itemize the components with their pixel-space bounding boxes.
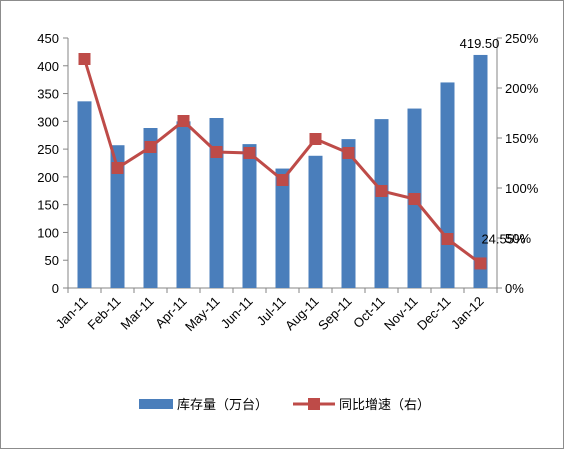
line-point xyxy=(309,133,322,145)
x-tick-label: Jun-11 xyxy=(218,294,256,332)
legend-marker-line xyxy=(308,398,320,410)
line-point xyxy=(408,193,421,205)
line-point xyxy=(111,162,124,174)
y-left-tick-label: 400 xyxy=(37,59,59,74)
x-tick-label: Nov-11 xyxy=(381,294,421,334)
bar xyxy=(143,128,158,288)
legend-label-bar: 库存量（万台） xyxy=(177,397,268,413)
line-point xyxy=(177,115,190,127)
line-point xyxy=(342,147,355,159)
y-left-tick-label: 450 xyxy=(37,31,59,46)
y-left-tick-label: 300 xyxy=(37,114,59,129)
bar xyxy=(209,118,224,288)
line-point xyxy=(474,257,487,270)
y-right-tick-label: 150% xyxy=(505,131,539,146)
y-right-tick-label: 100% xyxy=(505,181,539,196)
x-tick-label: Jan-11 xyxy=(53,294,91,332)
y-left-tick-label: 200 xyxy=(37,170,59,185)
x-tick-label: Feb-11 xyxy=(85,294,124,333)
y-left-tick-label: 100 xyxy=(37,225,59,240)
line-point xyxy=(441,233,454,245)
bar xyxy=(110,145,125,288)
y-right-tick-label: 50% xyxy=(505,231,531,246)
bar xyxy=(275,168,290,288)
bar xyxy=(341,139,356,288)
bar-data-label: 419.50 xyxy=(460,36,500,51)
x-tick-label: Dec-11 xyxy=(414,294,454,334)
y-left-tick-label: 150 xyxy=(37,198,59,213)
line-point xyxy=(276,174,289,186)
line-point xyxy=(78,53,91,65)
x-tick-label: May-11 xyxy=(182,294,223,335)
bar xyxy=(308,155,323,288)
x-tick-label: Jan-12 xyxy=(448,294,487,333)
legend-swatch-bar xyxy=(139,399,173,409)
y-left-tick-label: 250 xyxy=(37,142,59,157)
y-right-tick-label: 200% xyxy=(505,81,539,96)
x-tick-label: Oct-11 xyxy=(350,294,388,332)
bar xyxy=(242,144,257,288)
bar xyxy=(77,101,92,288)
bar xyxy=(473,54,488,288)
bar xyxy=(440,82,455,288)
line-point xyxy=(243,147,256,159)
line-point xyxy=(144,141,157,153)
y-left-tick-label: 50 xyxy=(45,253,59,268)
x-tick-label: Aug-11 xyxy=(282,294,322,334)
legend-label-line: 同比增速（右） xyxy=(339,398,430,413)
x-tick-label: Mar-11 xyxy=(118,294,157,333)
line-data-label: 24.55% xyxy=(481,231,526,246)
y-left-tick-label: 0 xyxy=(52,281,59,296)
y-left-tick-label: 350 xyxy=(37,87,59,102)
line-point xyxy=(210,146,223,158)
line-point xyxy=(375,185,388,197)
y-right-tick-label: 250% xyxy=(505,31,539,46)
x-tick-label: Sep-11 xyxy=(315,294,355,334)
bar xyxy=(176,121,191,288)
y-right-tick-label: 0% xyxy=(505,281,524,296)
bar xyxy=(374,119,389,288)
